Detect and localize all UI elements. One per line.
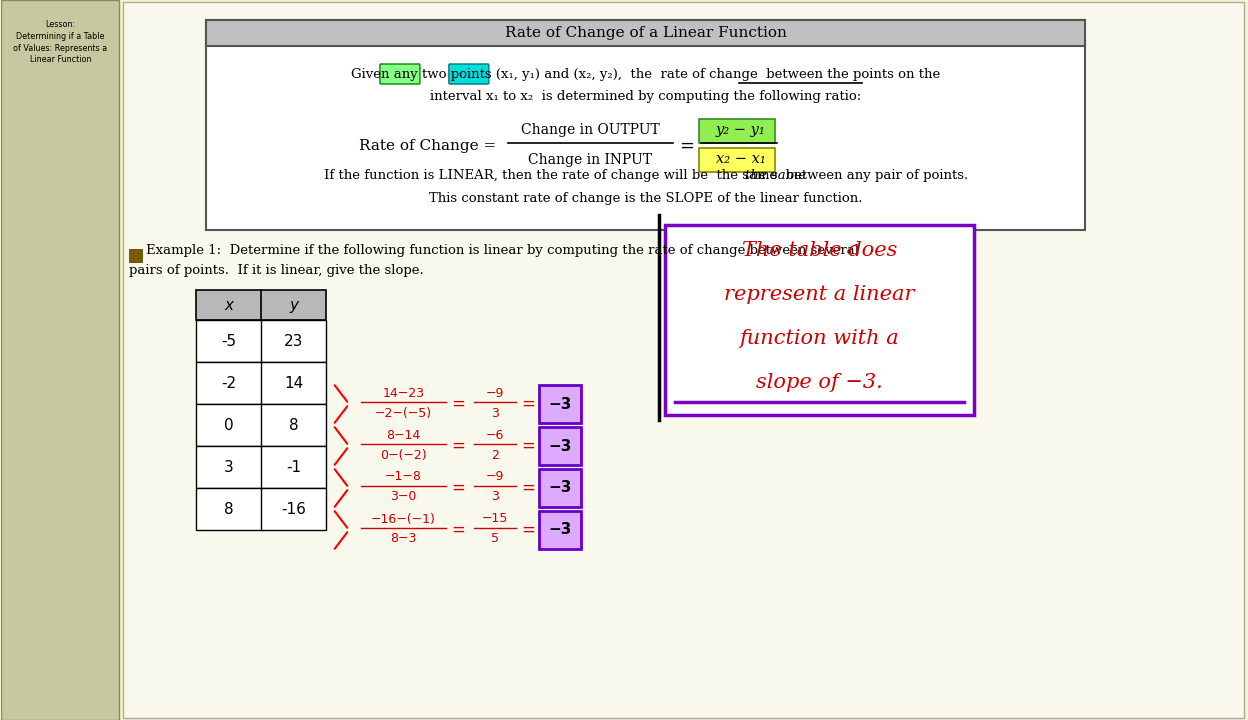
Text: 3: 3	[223, 459, 233, 474]
FancyBboxPatch shape	[539, 469, 580, 507]
Text: 0−(−2): 0−(−2)	[381, 449, 427, 462]
Text: −3: −3	[548, 523, 572, 538]
Text: If the function is LINEAR, then the rate of change will be  the same  between an: If the function is LINEAR, then the rate…	[323, 168, 967, 181]
FancyBboxPatch shape	[196, 404, 326, 446]
FancyBboxPatch shape	[539, 385, 580, 423]
Text: -16: -16	[281, 502, 306, 516]
Text: −2−(−5): −2−(−5)	[374, 407, 432, 420]
Text: =: =	[520, 479, 534, 497]
FancyBboxPatch shape	[379, 64, 419, 84]
Text: =: =	[451, 395, 464, 413]
Text: the same: the same	[745, 168, 806, 181]
FancyBboxPatch shape	[130, 249, 142, 262]
Text: 23: 23	[283, 333, 303, 348]
Text: =: =	[520, 437, 534, 455]
FancyBboxPatch shape	[699, 119, 775, 143]
Text: Rate of Change =: Rate of Change =	[358, 139, 495, 153]
Text: Change in OUTPUT: Change in OUTPUT	[520, 123, 660, 137]
Text: −16−(−1): −16−(−1)	[371, 513, 436, 526]
FancyBboxPatch shape	[196, 362, 326, 404]
Text: 3: 3	[490, 490, 499, 503]
FancyBboxPatch shape	[206, 20, 1086, 230]
Text: 3−0: 3−0	[391, 490, 417, 503]
Text: −3: −3	[548, 397, 572, 412]
Text: -5: -5	[221, 333, 236, 348]
Text: 8−3: 8−3	[391, 533, 417, 546]
Text: Rate of Change of a Linear Function: Rate of Change of a Linear Function	[504, 26, 786, 40]
Text: -2: -2	[221, 376, 236, 390]
Text: Lesson:
Determining if a Table
of Values: Represents a
Linear Function: Lesson: Determining if a Table of Values…	[14, 20, 107, 64]
Text: −1−8: −1−8	[384, 470, 422, 484]
Text: =: =	[451, 479, 464, 497]
Text: 5: 5	[490, 533, 499, 546]
Text: 14: 14	[283, 376, 303, 390]
Text: function with a: function with a	[740, 328, 900, 348]
FancyBboxPatch shape	[196, 446, 326, 488]
Text: Example 1:  Determine if the following function is linear by computing the rate : Example 1: Determine if the following fu…	[146, 243, 859, 256]
Text: 3: 3	[490, 407, 499, 420]
Text: x₂ − x₁: x₂ − x₁	[715, 152, 765, 166]
Text: −3: −3	[548, 480, 572, 495]
FancyBboxPatch shape	[124, 2, 1244, 718]
Text: -1: -1	[286, 459, 301, 474]
Text: =: =	[451, 521, 464, 539]
Text: represent a linear: represent a linear	[724, 284, 915, 304]
Text: slope of −3.: slope of −3.	[756, 372, 882, 392]
Text: interval x₁ to x₂  is determined by computing the following ratio:: interval x₁ to x₂ is determined by compu…	[431, 89, 861, 102]
Text: y₂ − y₁: y₂ − y₁	[715, 123, 765, 137]
Text: 8: 8	[223, 502, 233, 516]
Text: The table does: The table does	[741, 240, 897, 259]
Text: x: x	[225, 297, 233, 312]
Text: −6: −6	[485, 428, 504, 441]
Text: −15: −15	[482, 513, 508, 526]
Text: −9: −9	[485, 387, 504, 400]
Text: This constant rate of change is the SLOPE of the linear function.: This constant rate of change is the SLOP…	[429, 192, 862, 204]
FancyBboxPatch shape	[1, 0, 120, 720]
FancyBboxPatch shape	[539, 511, 580, 549]
FancyBboxPatch shape	[206, 20, 1086, 46]
Text: =: =	[679, 137, 694, 155]
Text: =: =	[451, 437, 464, 455]
FancyBboxPatch shape	[196, 320, 326, 362]
Text: 8: 8	[288, 418, 298, 433]
FancyBboxPatch shape	[539, 427, 580, 465]
Text: 2: 2	[490, 449, 499, 462]
FancyBboxPatch shape	[196, 488, 326, 530]
Text: Given any two points (x₁, y₁) and (x₂, y₂),  the  rate of change  between the po: Given any two points (x₁, y₁) and (x₂, y…	[351, 68, 940, 81]
Text: =: =	[520, 395, 534, 413]
Text: pairs of points.  If it is linear, give the slope.: pairs of points. If it is linear, give t…	[130, 264, 424, 276]
FancyBboxPatch shape	[665, 225, 975, 415]
FancyBboxPatch shape	[196, 290, 326, 320]
FancyBboxPatch shape	[449, 64, 489, 84]
Text: −9: −9	[485, 470, 504, 484]
Text: Change in INPUT: Change in INPUT	[528, 153, 653, 167]
Text: 14−23: 14−23	[382, 387, 424, 400]
Text: =: =	[520, 521, 534, 539]
Text: −3: −3	[548, 438, 572, 454]
Text: y: y	[290, 297, 298, 312]
Text: 8−14: 8−14	[387, 428, 421, 441]
Text: 0: 0	[223, 418, 233, 433]
FancyBboxPatch shape	[699, 148, 775, 172]
